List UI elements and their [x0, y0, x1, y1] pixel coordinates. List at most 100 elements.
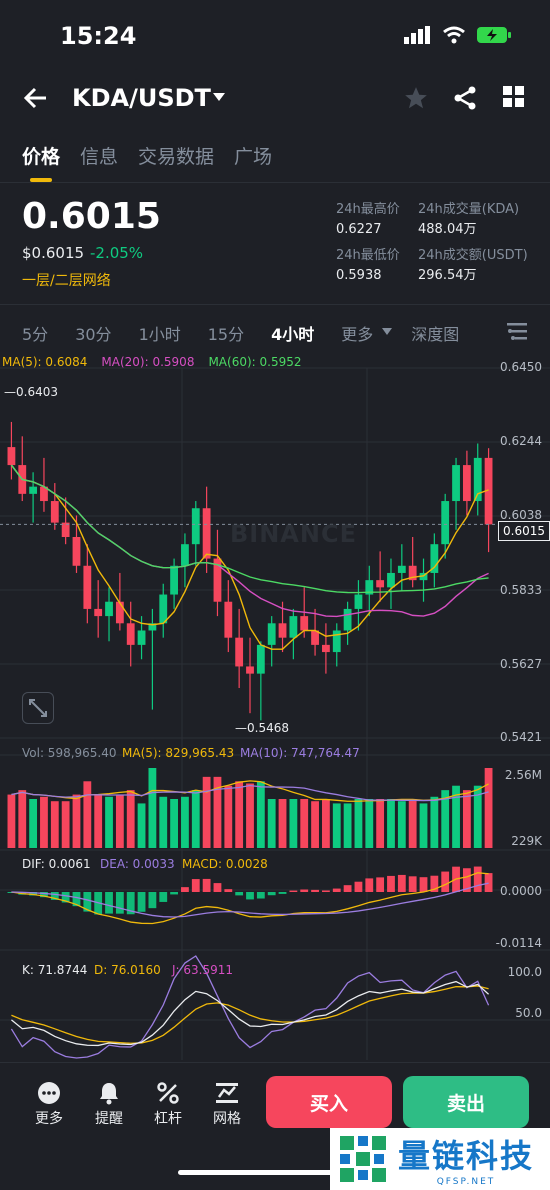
candle-body [213, 558, 222, 602]
candle-body [105, 601, 113, 617]
more-dots-icon [38, 1082, 60, 1104]
macd-histogram-bar [246, 892, 254, 900]
sell-button[interactable]: 卖出 [403, 1076, 529, 1128]
volume-bar [202, 776, 211, 848]
tab-trade-data[interactable]: 交易数据 [138, 146, 215, 168]
price-axis-0: 0.6450 [500, 360, 542, 374]
volume-bar [83, 781, 92, 848]
candle-body [50, 501, 59, 523]
macd-histogram-bar [289, 890, 298, 892]
grid-button[interactable]: 网格 [202, 1078, 252, 1128]
volume-bar [376, 799, 385, 848]
share-icon[interactable] [453, 85, 477, 111]
candle-body [137, 630, 146, 645]
interval-5m[interactable]: 5分 [22, 325, 49, 344]
star-icon[interactable] [403, 85, 429, 111]
vol-ma10-line [11, 784, 489, 802]
volume-bar [181, 796, 189, 848]
interval-15m[interactable]: 15分 [207, 325, 245, 344]
volume-bar [256, 781, 265, 848]
stat-high-value: 0.6227 [336, 222, 382, 237]
volume-bar [7, 794, 16, 848]
interval-4h[interactable]: 4小时 [271, 325, 315, 344]
volume-bar [170, 799, 178, 848]
volume-bar [246, 783, 254, 848]
ma20-label: MA(20): 0.5908 [101, 355, 195, 369]
macd-histogram-bar [322, 890, 330, 892]
interval-1h[interactable]: 1小时 [138, 325, 181, 344]
kdj-axis-1: 50.0 [515, 1006, 542, 1020]
ma-legend: MA(5): 0.6084 MA(20): 0.5908 MA(60): 0.5… [0, 355, 302, 369]
price-axis-2: 0.6038 [500, 508, 542, 522]
macd-histogram-bar [213, 883, 222, 892]
fullscreen-button[interactable] [22, 692, 54, 724]
volume-bar [430, 796, 439, 848]
macd-histogram-bar [105, 892, 113, 914]
interval-30m[interactable]: 30分 [75, 325, 112, 344]
alert-label: 提醒 [95, 1111, 123, 1127]
volume-bar [137, 803, 146, 848]
stat-vol-kda-value: 488.04万 [418, 222, 477, 237]
volume-bar [224, 785, 233, 848]
candle-body [181, 544, 189, 566]
macd-histogram-bar [115, 892, 124, 914]
macd-histogram-bar [191, 879, 200, 892]
volume-bars [7, 768, 493, 848]
candle-body [408, 565, 417, 581]
j-label: J: 63.5911 [172, 963, 234, 977]
watermark-site: QFSP.NET [436, 1177, 496, 1187]
price-change: -2.05% [90, 244, 144, 262]
candle-body [246, 666, 254, 674]
more-caret-icon[interactable] [381, 327, 393, 337]
more-button[interactable]: 更多 [24, 1078, 74, 1128]
tab-square[interactable]: 广场 [234, 146, 273, 168]
macd-histogram-bar [40, 892, 48, 898]
tab-price[interactable]: 价格 [22, 142, 60, 182]
home-indicator[interactable] [178, 1170, 372, 1175]
grid-label: 网格 [213, 1111, 241, 1127]
volume-bar [267, 799, 276, 848]
candle-body [376, 580, 385, 588]
pair-title[interactable]: KDA/USDT [72, 84, 211, 112]
kline-chart[interactable] [0, 340, 550, 1060]
candle-body [397, 565, 406, 573]
volume-bar [235, 781, 244, 848]
macd-histogram-bar [332, 888, 341, 892]
macd-histogram-bar [170, 892, 178, 895]
stat-vol-usdt-label: 24h成交额(USDT) [418, 248, 528, 263]
volume-bar [408, 799, 417, 848]
macd-histogram-bar [202, 878, 211, 892]
wifi-icon [443, 26, 465, 44]
price-axis-3: 0.5833 [500, 583, 542, 597]
volume-bar [441, 790, 450, 848]
macd-histogram-bar [159, 892, 168, 902]
candle-body [148, 623, 157, 631]
chart-settings-icon[interactable] [507, 322, 527, 340]
macd-histogram-bar [354, 881, 363, 892]
chart-grid [0, 367, 550, 1060]
alert-button[interactable]: 提醒 [84, 1078, 134, 1128]
volume-ma-lines [11, 780, 489, 802]
stat-low: 24h最低价 0.5938 [336, 246, 400, 286]
candle-body [311, 630, 319, 645]
price-divider [0, 304, 550, 305]
leverage-button[interactable]: 杠杆 [143, 1078, 193, 1128]
volume-bar [94, 794, 103, 848]
stat-vol-usdt: 24h成交额(USDT) 296.54万 [418, 246, 528, 286]
dea-label: DEA: 0.0033 [100, 857, 175, 871]
candle-body [29, 486, 38, 494]
volume-bar [387, 799, 395, 848]
interval-depth[interactable]: 深度图 [411, 325, 460, 344]
macd-histogram-bar [473, 866, 482, 892]
zone-tag[interactable]: 一层/二层网络 [22, 273, 111, 289]
back-arrow-icon[interactable] [22, 84, 50, 112]
last-price: 0.6015 [22, 196, 161, 237]
interval-bar: 5分 30分 1小时 15分 4小时 更多 深度图 [22, 321, 486, 345]
high-mark: —0.6403 [4, 385, 58, 399]
interval-more[interactable]: 更多 [341, 325, 374, 344]
buy-button[interactable]: 买入 [266, 1076, 392, 1128]
caret-down-icon[interactable] [212, 92, 226, 102]
candle-body [191, 508, 200, 545]
grid-layout-icon[interactable] [503, 86, 525, 108]
tab-info[interactable]: 信息 [80, 146, 119, 168]
